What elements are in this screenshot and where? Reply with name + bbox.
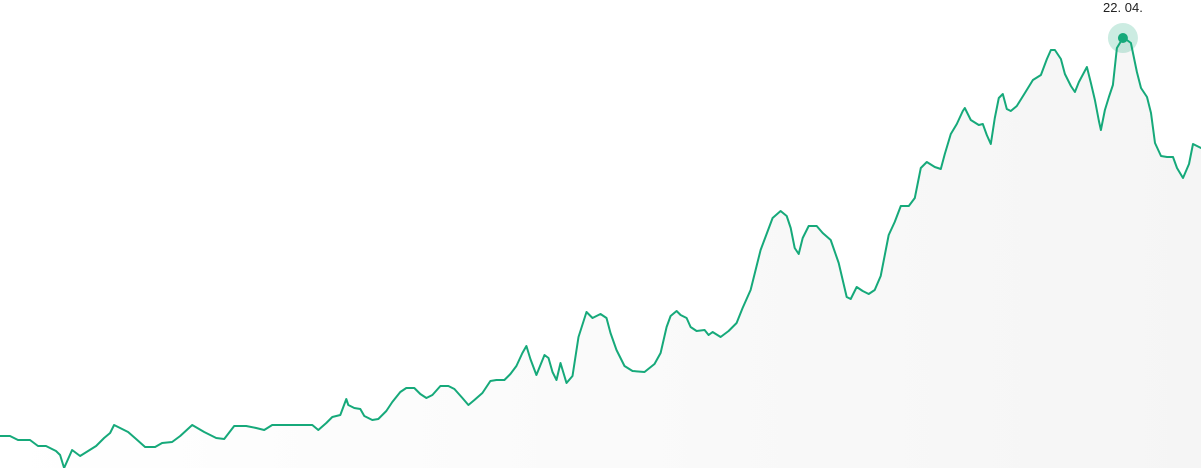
- series-line: [0, 37, 1201, 468]
- highlight-point[interactable]: [1117, 33, 1128, 43]
- highlight-date-label: 22. 04.: [1103, 0, 1143, 15]
- highlight-marker[interactable]: 22. 04.: [1103, 0, 1143, 53]
- series-area: [0, 38, 1201, 468]
